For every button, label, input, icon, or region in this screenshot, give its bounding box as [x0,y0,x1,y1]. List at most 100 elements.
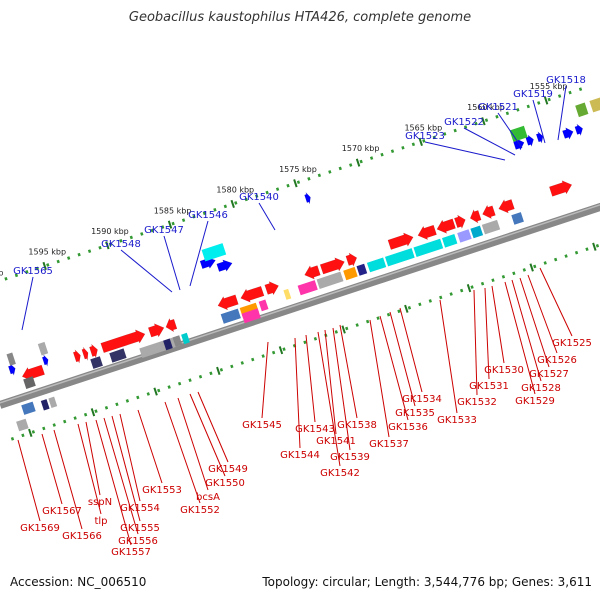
reverse-gene [41,354,49,367]
callout-line [197,391,229,463]
callout-line [511,279,542,382]
ruler-top-dot [171,221,175,226]
ruler-bottom-dot [543,261,547,265]
ruler-bottom-tick [341,325,346,334]
ruler-top-dot [526,104,530,109]
ruler-bottom-dot [397,309,401,314]
ruler-bottom-dot [459,288,464,293]
gene-label-sspn: sspN [88,497,112,508]
gene-label-gk1530: GK1530 [484,365,524,376]
forward-gene [72,349,81,364]
ruler-top-dot [140,232,144,236]
callout-line [424,141,506,161]
genome-summary: Topology: circular; Length: 3,544,776 bp… [262,575,592,589]
gene-label-gk1527: GK1527 [529,369,569,380]
ruler-bottom-dot [73,416,77,420]
callout-line [504,281,536,395]
kbp-label: 1600 kbp [0,268,3,277]
ruler-top-dot [255,194,259,198]
kbp-label: 1565 kbp [404,124,442,133]
gene-label-gk1544: GK1544 [280,450,320,461]
ruler-top-dot [35,266,39,271]
ruler-bottom-dot [428,299,432,303]
feature-block [40,399,50,411]
callout-line [120,249,173,293]
gene-label-gk1536: GK1536 [388,422,428,433]
ruler-top-tick [105,241,110,250]
callout-line [95,419,132,546]
ruler-top-dot [401,145,405,150]
ruler-top-tick [42,261,47,271]
ruler-top-dot [129,235,134,240]
feature-block [442,234,458,248]
gene-label-gk1542: GK1542 [320,468,360,479]
gene-label-gk1523: GK1523 [405,131,445,142]
ruler-top-dot [25,270,29,274]
gene-label-gk1528: GK1528 [521,383,561,394]
ruler-top-dot [108,242,113,247]
forward-gene [548,180,573,197]
feature-block [589,97,600,113]
ruler-bottom-dot [313,337,318,341]
ruler-bottom-dot [512,271,516,276]
ruler-top-dot [87,249,92,254]
callout-line [261,341,269,419]
gene-label-gk1539: GK1539 [330,452,370,463]
forward-gene [345,252,358,268]
gene-label-gk1545: GK1545 [242,420,282,431]
feature-block [316,271,344,289]
callout-line [473,289,478,396]
feature-block [163,338,173,351]
ruler-top-dot [46,263,50,267]
callout-line [463,127,516,156]
ruler-top-dot [557,94,562,98]
ruler-bottom-dot [449,292,453,296]
ruler-bottom-dot [376,316,380,320]
gene-label-gk1519: GK1519 [513,89,553,100]
gene-label-gk1538: GK1538 [337,420,377,431]
feature-block [37,341,49,356]
ruler-bottom-dot [83,412,88,417]
feature-block [258,299,269,312]
feature-block [109,348,127,363]
callout-line [484,287,490,380]
callout-line [557,85,567,141]
gene-label-gk1525: GK1525 [552,338,592,349]
forward-gene [469,208,482,224]
feature-block [481,219,501,235]
ruler-bottom-dot [271,350,276,355]
gene-label-gk1566: GK1566 [62,531,102,542]
accession-label: Accession: NC_006510 [10,575,147,589]
ruler-bottom-dot [564,254,568,258]
ruler-top-dot [380,152,384,157]
ruler-bottom-dot [104,405,109,410]
ruler-top-dot [578,87,583,91]
ruler-bottom-dot [63,419,67,424]
callout-line [399,307,423,393]
gene-label-gk1531: GK1531 [469,381,509,392]
ruler-bottom-dot [522,268,526,272]
forward-gene [21,364,46,382]
gene-label-gk1552: GK1552 [180,505,220,516]
callout-line [77,423,102,515]
ruler-top-dot [484,118,489,123]
ruler-bottom-dot [386,312,391,317]
ruler-bottom-dot [595,243,600,248]
ruler-top-dot [359,159,363,164]
ruler-top-dot [505,111,510,116]
feature-block [201,243,227,262]
ruler-top-dot [516,108,520,112]
forward-gene [81,346,89,361]
forward-gene [217,294,239,311]
feature-block [457,229,472,243]
ruler-top-dot [390,149,395,154]
ruler-bottom-dot [439,295,443,300]
callout-line [17,439,41,522]
ruler-top-dot [463,125,468,129]
ruler-bottom-tick [466,284,472,293]
ruler-bottom-dot [501,274,506,279]
feature-block [23,376,36,389]
gene-label-gk1522: GK1522 [444,117,484,128]
forward-gene [89,343,98,359]
